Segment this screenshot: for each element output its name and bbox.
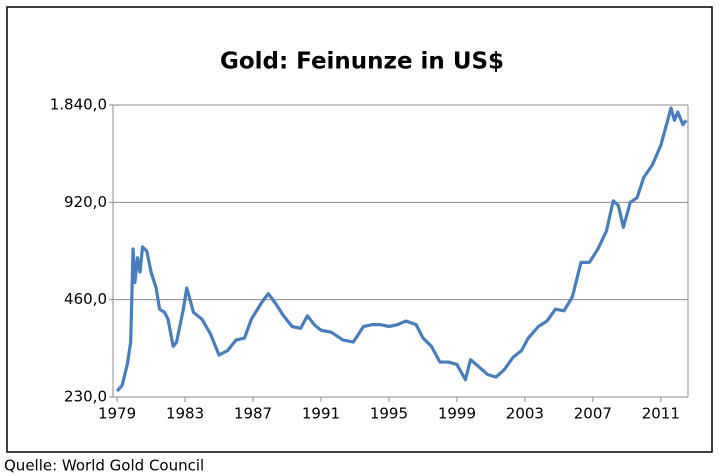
x-tick-label: 1995 bbox=[370, 405, 408, 423]
x-tick-label: 2007 bbox=[574, 405, 612, 423]
x-tick-label: 1991 bbox=[302, 405, 340, 423]
source-note: Quelle: World Gold Council bbox=[4, 457, 204, 475]
x-tick-label: 1983 bbox=[166, 405, 204, 423]
x-tick-label: 1987 bbox=[234, 405, 272, 423]
chart-title: Gold: Feinunze in US$ bbox=[220, 49, 504, 75]
x-tick-label: 2003 bbox=[506, 405, 544, 423]
y-tick-label: 460,0 bbox=[64, 290, 107, 308]
x-tick-label: 1979 bbox=[98, 405, 136, 423]
y-tick-label: 1.840,0 bbox=[50, 96, 107, 114]
y-tick-label: 920,0 bbox=[64, 193, 107, 211]
x-tick-label: 2011 bbox=[642, 405, 680, 423]
data-line bbox=[115, 106, 688, 393]
y-tick-label: 230,0 bbox=[64, 388, 107, 406]
x-tick-label: 1999 bbox=[438, 405, 476, 423]
